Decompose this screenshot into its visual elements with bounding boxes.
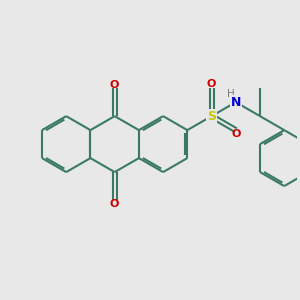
Text: O: O (110, 199, 119, 208)
Text: S: S (207, 110, 216, 123)
Text: O: O (207, 79, 216, 89)
Text: O: O (231, 129, 241, 139)
Text: H: H (226, 89, 234, 99)
Text: N: N (231, 96, 241, 109)
Text: O: O (110, 80, 119, 90)
